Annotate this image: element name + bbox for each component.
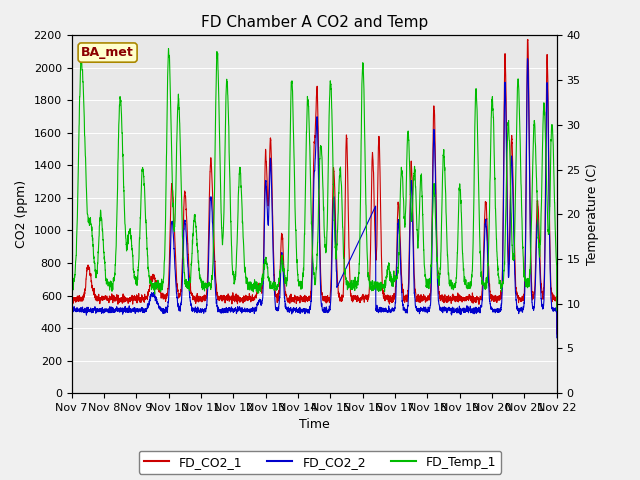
Text: BA_met: BA_met — [81, 46, 134, 59]
Title: FD Chamber A CO2 and Temp: FD Chamber A CO2 and Temp — [200, 15, 428, 30]
Y-axis label: Temperature (C): Temperature (C) — [586, 163, 599, 265]
Y-axis label: CO2 (ppm): CO2 (ppm) — [15, 180, 28, 248]
X-axis label: Time: Time — [299, 419, 330, 432]
Legend: FD_CO2_1, FD_CO2_2, FD_Temp_1: FD_CO2_1, FD_CO2_2, FD_Temp_1 — [139, 451, 501, 474]
